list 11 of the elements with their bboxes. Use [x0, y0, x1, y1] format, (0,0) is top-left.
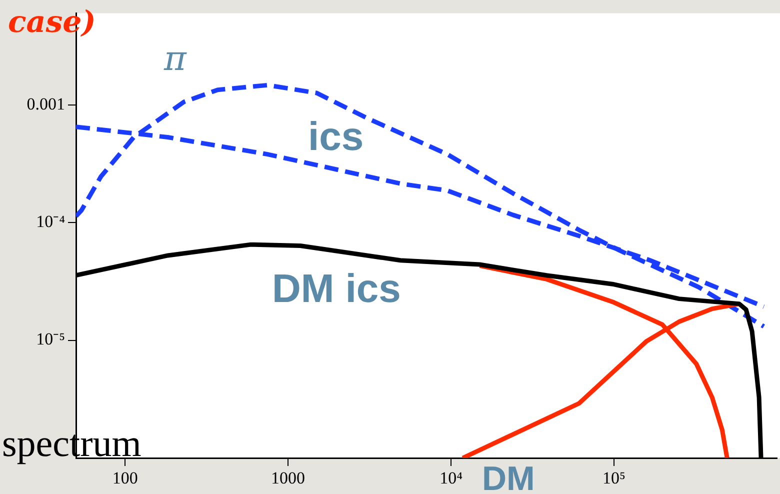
y-tick-label: 10⁻⁴	[36, 212, 66, 232]
x-tick-label: 10⁴	[440, 468, 463, 488]
x-tick-label: 1000	[271, 468, 306, 488]
y-tick-label: 0.001	[26, 94, 65, 114]
x-tick-label: 100	[112, 468, 138, 488]
series-label: DM ics	[272, 267, 401, 311]
series-label: π	[163, 39, 187, 79]
x-tick-label: 10⁵	[602, 468, 626, 488]
y-tick-label: 10⁻⁵	[36, 330, 66, 349]
series-label: ics	[308, 115, 364, 159]
series-label: DM	[482, 460, 535, 494]
